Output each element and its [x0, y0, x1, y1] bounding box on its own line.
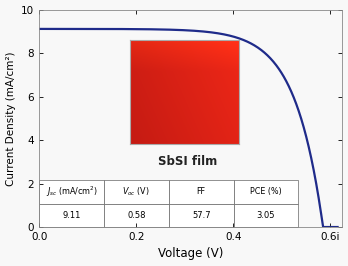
X-axis label: Voltage (V): Voltage (V): [158, 247, 223, 260]
Text: SbSI film: SbSI film: [158, 155, 218, 168]
Y-axis label: Current Density (mA/cm²): Current Density (mA/cm²): [6, 51, 16, 186]
